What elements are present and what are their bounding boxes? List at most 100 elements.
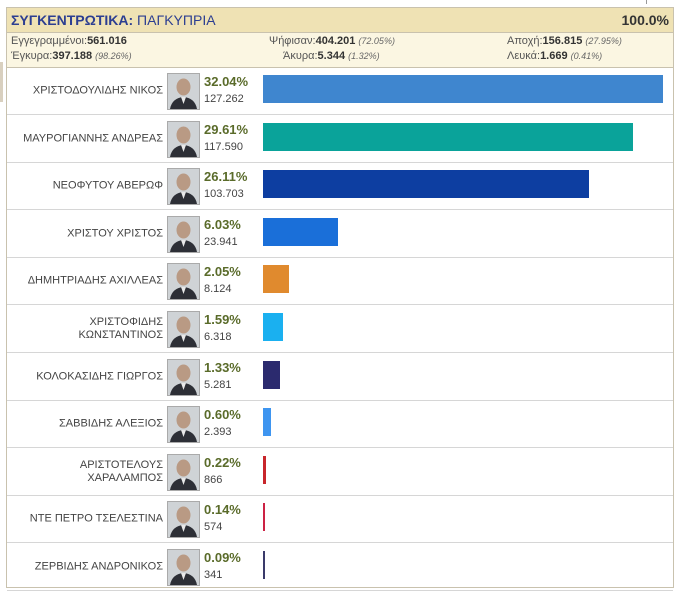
portrait-icon [168,359,199,395]
candidate-photo [167,168,200,206]
candidate-votes: 127.262 [204,93,244,105]
candidate-votes: 866 [204,473,223,486]
candidate-percentage: 1.59% [204,312,241,327]
candidate-bar [263,408,271,437]
candidate-votes: 8.124 [204,283,232,296]
top-strip [0,0,676,7]
candidate-bar [263,122,633,151]
portrait-icon [168,74,199,109]
candidate-photo [167,215,200,253]
stat-label: Άκυρα: [283,50,318,62]
candidate-bar [263,360,280,389]
results-panel: ΣΥΓΚΕΝΤΡΩΤΙΚΑ: ΠΑΓΚΥΠΡΙΑ 100.0% Εγγεγραμ… [6,7,674,591]
candidate-row[interactable]: ΧΡΙΣΤΟΦΙΔΗΣ ΚΩΝΣΤΑΝΤΙΝΟΣ 1.59% 6.318 [7,306,673,353]
candidate-percentage: 0.14% [204,502,241,518]
candidate-row[interactable]: ΝΤΕ ΠΕΤΡΟ ΤΣΕΛΕΣΤΙΝΑ 0.14% 574 [7,496,673,544]
results-header: ΣΥΓΚΕΝΤΡΩΤΙΚΑ: ΠΑΓΚΥΠΡΙΑ 100.0% [7,8,673,33]
candidate-row[interactable]: ΜΑΥΡΟΓΙΑΝΝΗΣ ΑΝΔΡΕΑΣ 29.61% 117.590 [7,116,673,163]
stat-pct: (27.95%) [585,36,622,46]
candidate-bar [263,455,266,484]
stat-abstention: Αποχή:156.815 (27.95%) [507,35,622,47]
candidate-votes: 103.703 [204,188,244,201]
candidate-row[interactable]: ΖΕΡΒΙΔΗΣ ΑΝΔΡΟΝΙΚΟΣ 0.09% 341 [7,544,673,591]
candidate-bar [263,551,265,579]
candidate-photo [167,120,200,158]
title-bold: ΣΥΓΚΕΝΤΡΩΤΙΚΑ: [11,12,134,28]
candidate-votes: 5.281 [204,378,232,391]
portrait-icon [168,407,199,443]
page-title: ΣΥΓΚΕΝΤΡΩΤΙΚΑ: ΠΑΓΚΥΠΡΙΑ [11,12,216,28]
candidate-votes: 117.590 [204,140,243,153]
portrait-icon [168,216,199,252]
candidate-percentage: 26.11% [204,169,248,185]
candidate-votes: 2.393 [204,426,232,439]
candidate-row[interactable]: ΣΑΒΒΙΔΗΣ ΑΛΕΞΙΟΣ 0.60% 2.393 [7,401,673,449]
stat-label: Αποχή: [507,35,543,47]
stat-pct: (0.41%) [570,51,603,61]
stat-value: 397.188 [52,50,93,62]
candidate-name: ΑΡΙΣΤΟΤΕΛΟΥΣ ΧΑΡΑΛΑΜΠΟΣ [79,458,163,484]
candidate-name: ΣΑΒΒΙΔΗΣ ΑΛΕΞΙΟΣ [59,417,163,430]
stat-value: 561.016 [87,35,127,47]
candidate-votes: 341 [204,569,223,581]
portrait-icon [168,550,199,585]
candidate-photo [167,406,200,444]
candidate-row[interactable]: ΚΟΛΟΚΑΣΙΔΗΣ ΓΙΩΡΓΟΣ 1.33% 5.281 [7,354,673,401]
stat-pct: (72.05%) [358,36,395,46]
candidate-photo [167,311,200,348]
stat-voted: Ψήφισαν:404.201 (72.05%) [269,35,395,47]
portrait-icon [168,454,199,490]
portrait-icon [168,312,199,347]
candidate-percentage: 29.61% [204,121,249,137]
candidate-row[interactable]: ΔΗΜΗΤΡΙΑΔΗΣ ΑΧΙΛΛΕΑΣ 2.05% 8.124 [7,258,673,306]
candidate-percentage: 0.60% [204,407,241,423]
candidate-percentage: 32.04% [204,74,249,89]
title-region: ΠΑΓΚΥΠΡΙΑ [137,12,216,28]
candidate-photo [167,501,200,539]
left-edge [0,62,3,102]
candidate-bar [263,265,289,294]
candidate-percentage: 6.03% [204,216,241,232]
candidate-votes: 574 [204,521,223,534]
stat-value: 404.201 [315,35,356,47]
candidate-name: ΝΤΕ ΠΕΤΡΟ ΤΣΕΛΕΣΤΙΝΑ [29,512,163,525]
candidate-name: ΧΡΙΣΤΟΔΟΥΛΙΔΗΣ ΝΙΚΟΣ [32,84,163,97]
stat-label: Ψήφισαν: [269,35,316,47]
stat-blank: Λευκά:1.669 (0.41%) [507,50,602,62]
turnout-stats: Εγγεγραμμένοι:561.016 Έγκυρα:397.188 (98… [7,33,673,68]
candidate-photo [167,453,200,491]
candidate-bar [263,75,663,103]
candidate-photo [167,358,200,396]
stat-pct: (1.32%) [348,51,380,61]
portrait-icon [168,169,199,205]
stat-invalid: Άκυρα:5.344 (1.32%) [283,50,380,62]
candidate-name: ΧΡΙΣΤΟΥ ΧΡΙΣΤΟΣ [67,227,163,240]
portrait-icon [168,264,199,300]
candidate-photo [167,73,200,110]
candidate-row[interactable]: ΧΡΙΣΤΟΔΟΥΛΙΔΗΣ ΝΙΚΟΣ 32.04% 127.262 [7,68,673,115]
stat-label: Εγγεγραμμένοι: [11,35,88,47]
candidate-name: ΝΕΟΦΥΤΟΥ ΑΒΕΡΩΦ [52,179,163,192]
candidate-bar [263,170,589,199]
stat-value: 5.344 [317,50,346,62]
stat-value: 156.815 [542,35,583,47]
candidate-row[interactable]: ΝΕΟΦΥΤΟΥ ΑΒΕΡΩΦ 26.11% 103.703 [7,163,673,211]
candidate-photo [167,263,200,301]
candidate-row[interactable]: ΑΡΙΣΤΟΤΕΛΟΥΣ ΧΑΡΑΛΑΜΠΟΣ 0.22% 866 [7,449,673,496]
candidate-bar [263,313,283,341]
top-tick [640,0,647,4]
candidate-bar [263,217,339,246]
candidate-name: ΔΗΜΗΤΡΙΑΔΗΣ ΑΧΙΛΛΕΑΣ [27,274,163,287]
stat-pct: (98.26%) [95,51,132,61]
candidate-name: ΧΡΙΣΤΟΦΙΔΗΣ ΚΩΝΣΤΑΝΤΙΝΟΣ [78,316,163,341]
stat-label: Λευκά: [507,50,541,62]
candidate-photo [167,549,200,586]
portrait-icon [168,121,199,157]
stat-registered: Εγγεγραμμένοι:561.016 [11,35,127,47]
candidate-percentage: 0.09% [204,550,241,565]
candidate-row[interactable]: ΧΡΙΣΤΟΥ ΧΡΙΣΤΟΣ 6.03% 23.941 [7,211,673,258]
candidate-percentage: 2.05% [204,264,241,280]
candidate-name: ΜΑΥΡΟΓΙΑΝΝΗΣ ΑΝΔΡΕΑΣ [23,132,163,145]
candidate-name: ΚΟΛΟΚΑΣΙΔΗΣ ΓΙΩΡΓΟΣ [36,370,163,383]
stat-value: 1.669 [540,50,568,62]
